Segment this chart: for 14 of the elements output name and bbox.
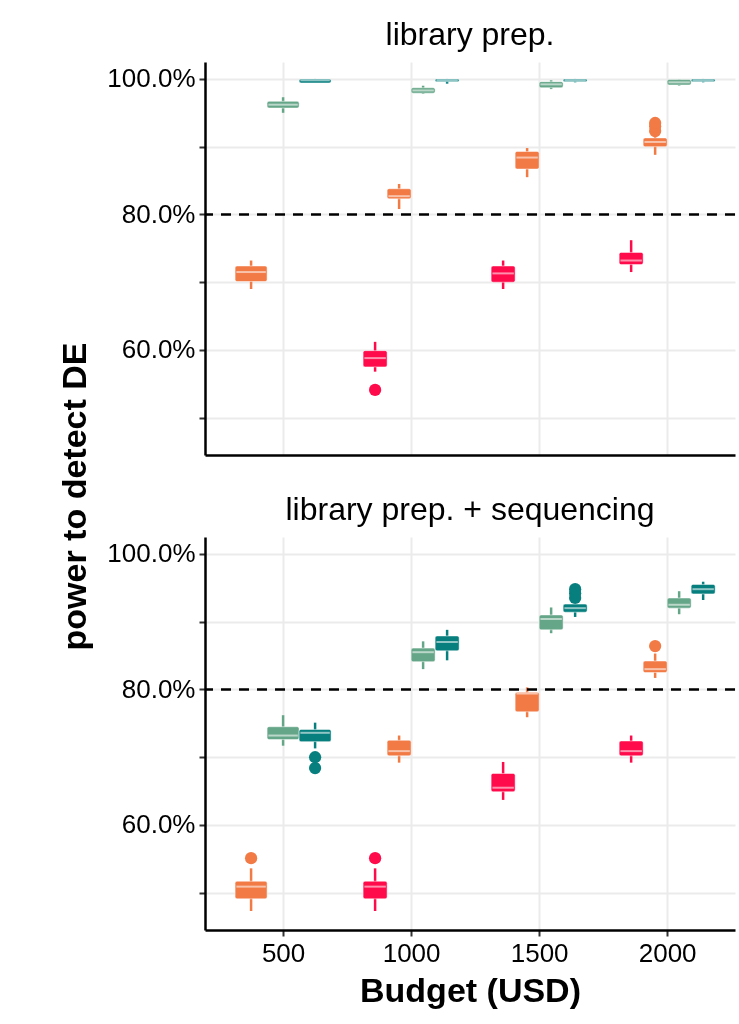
chart-title: library prep. + sequencing <box>285 491 655 527</box>
y-tick-label: 100.0% <box>107 538 196 569</box>
y-tick-label: 60.0% <box>121 334 196 365</box>
x-tick-label: 500 <box>261 937 306 968</box>
x-tick-label: 1500 <box>510 937 569 968</box>
chart-title: library prep. <box>385 16 555 52</box>
y-axis-title: power to detect DE <box>55 342 94 651</box>
x-axis-title: Budget (USD) <box>360 970 581 1009</box>
x-tick-label: 1000 <box>382 937 441 968</box>
y-tick-label: 100.0% <box>107 63 196 94</box>
y-tick-label: 80.0% <box>121 198 196 229</box>
y-tick-label: 60.0% <box>121 809 196 840</box>
y-tick-label: 80.0% <box>121 673 196 704</box>
x-tick-label: 2000 <box>638 937 697 968</box>
